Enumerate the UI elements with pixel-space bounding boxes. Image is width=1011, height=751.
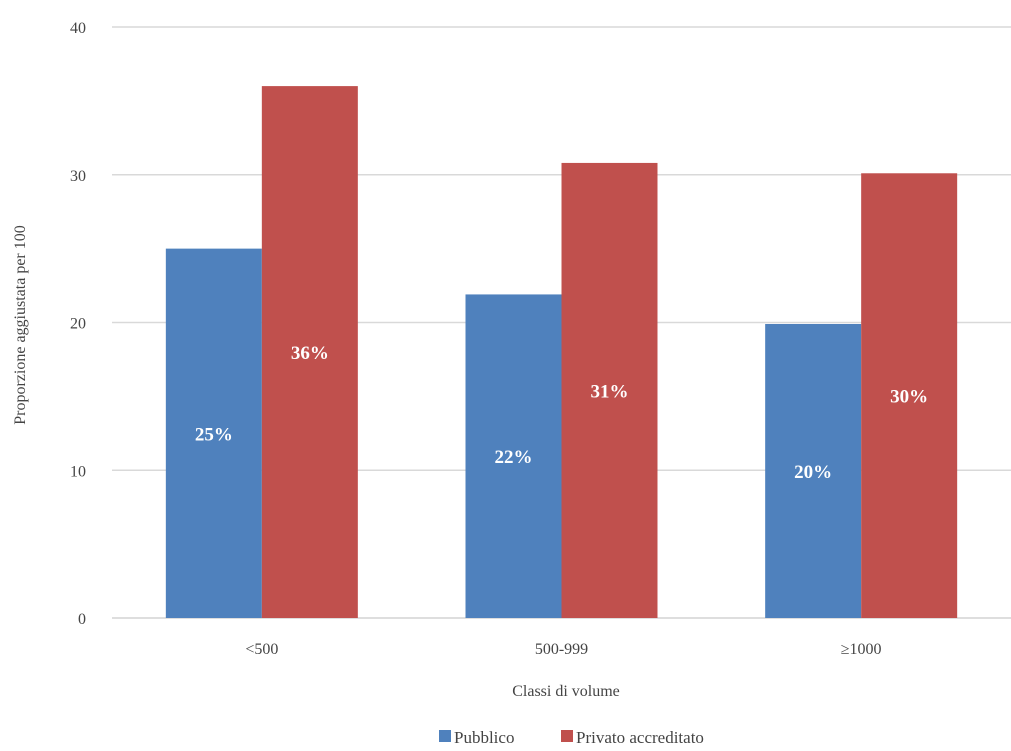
bar [261, 86, 358, 619]
y-tick-label: 20 [70, 316, 86, 333]
bar [165, 248, 262, 618]
x-axis-ticks: <500 500-999 ≥1000 [245, 641, 881, 658]
x-tick-label: <500 [245, 641, 278, 658]
y-tick-label: 0 [78, 611, 86, 628]
y-tick-label: 30 [70, 168, 86, 185]
legend-swatch [439, 730, 451, 742]
data-label: 20% [794, 462, 832, 483]
data-label: 22% [495, 447, 533, 468]
data-label: 36% [291, 343, 329, 364]
legend-swatch [561, 730, 573, 742]
y-tick-label: 40 [70, 20, 86, 37]
x-tick-label: 500-999 [535, 641, 588, 658]
data-label: 25% [195, 424, 233, 445]
legend-label: Privato accreditato [576, 728, 704, 747]
data-label: 30% [890, 387, 928, 408]
legend-label: Pubblico [454, 728, 514, 747]
bars [165, 86, 958, 619]
bar [561, 162, 658, 618]
y-tick-label: 10 [70, 463, 86, 480]
y-axis-title: Proporzione aggiustata per 100 [12, 225, 29, 425]
data-labels: 25% 36% 22% 31% 20% 30% [195, 343, 928, 483]
legend: Pubblico Privato accreditato [439, 728, 704, 747]
data-label: 31% [591, 381, 629, 402]
bar [465, 294, 562, 618]
x-tick-label: ≥1000 [841, 641, 882, 658]
x-axis-title: Classi di volume [512, 683, 620, 700]
bar [765, 323, 862, 618]
bar [861, 173, 958, 618]
y-axis-ticks: 0 10 20 30 40 [70, 20, 86, 628]
